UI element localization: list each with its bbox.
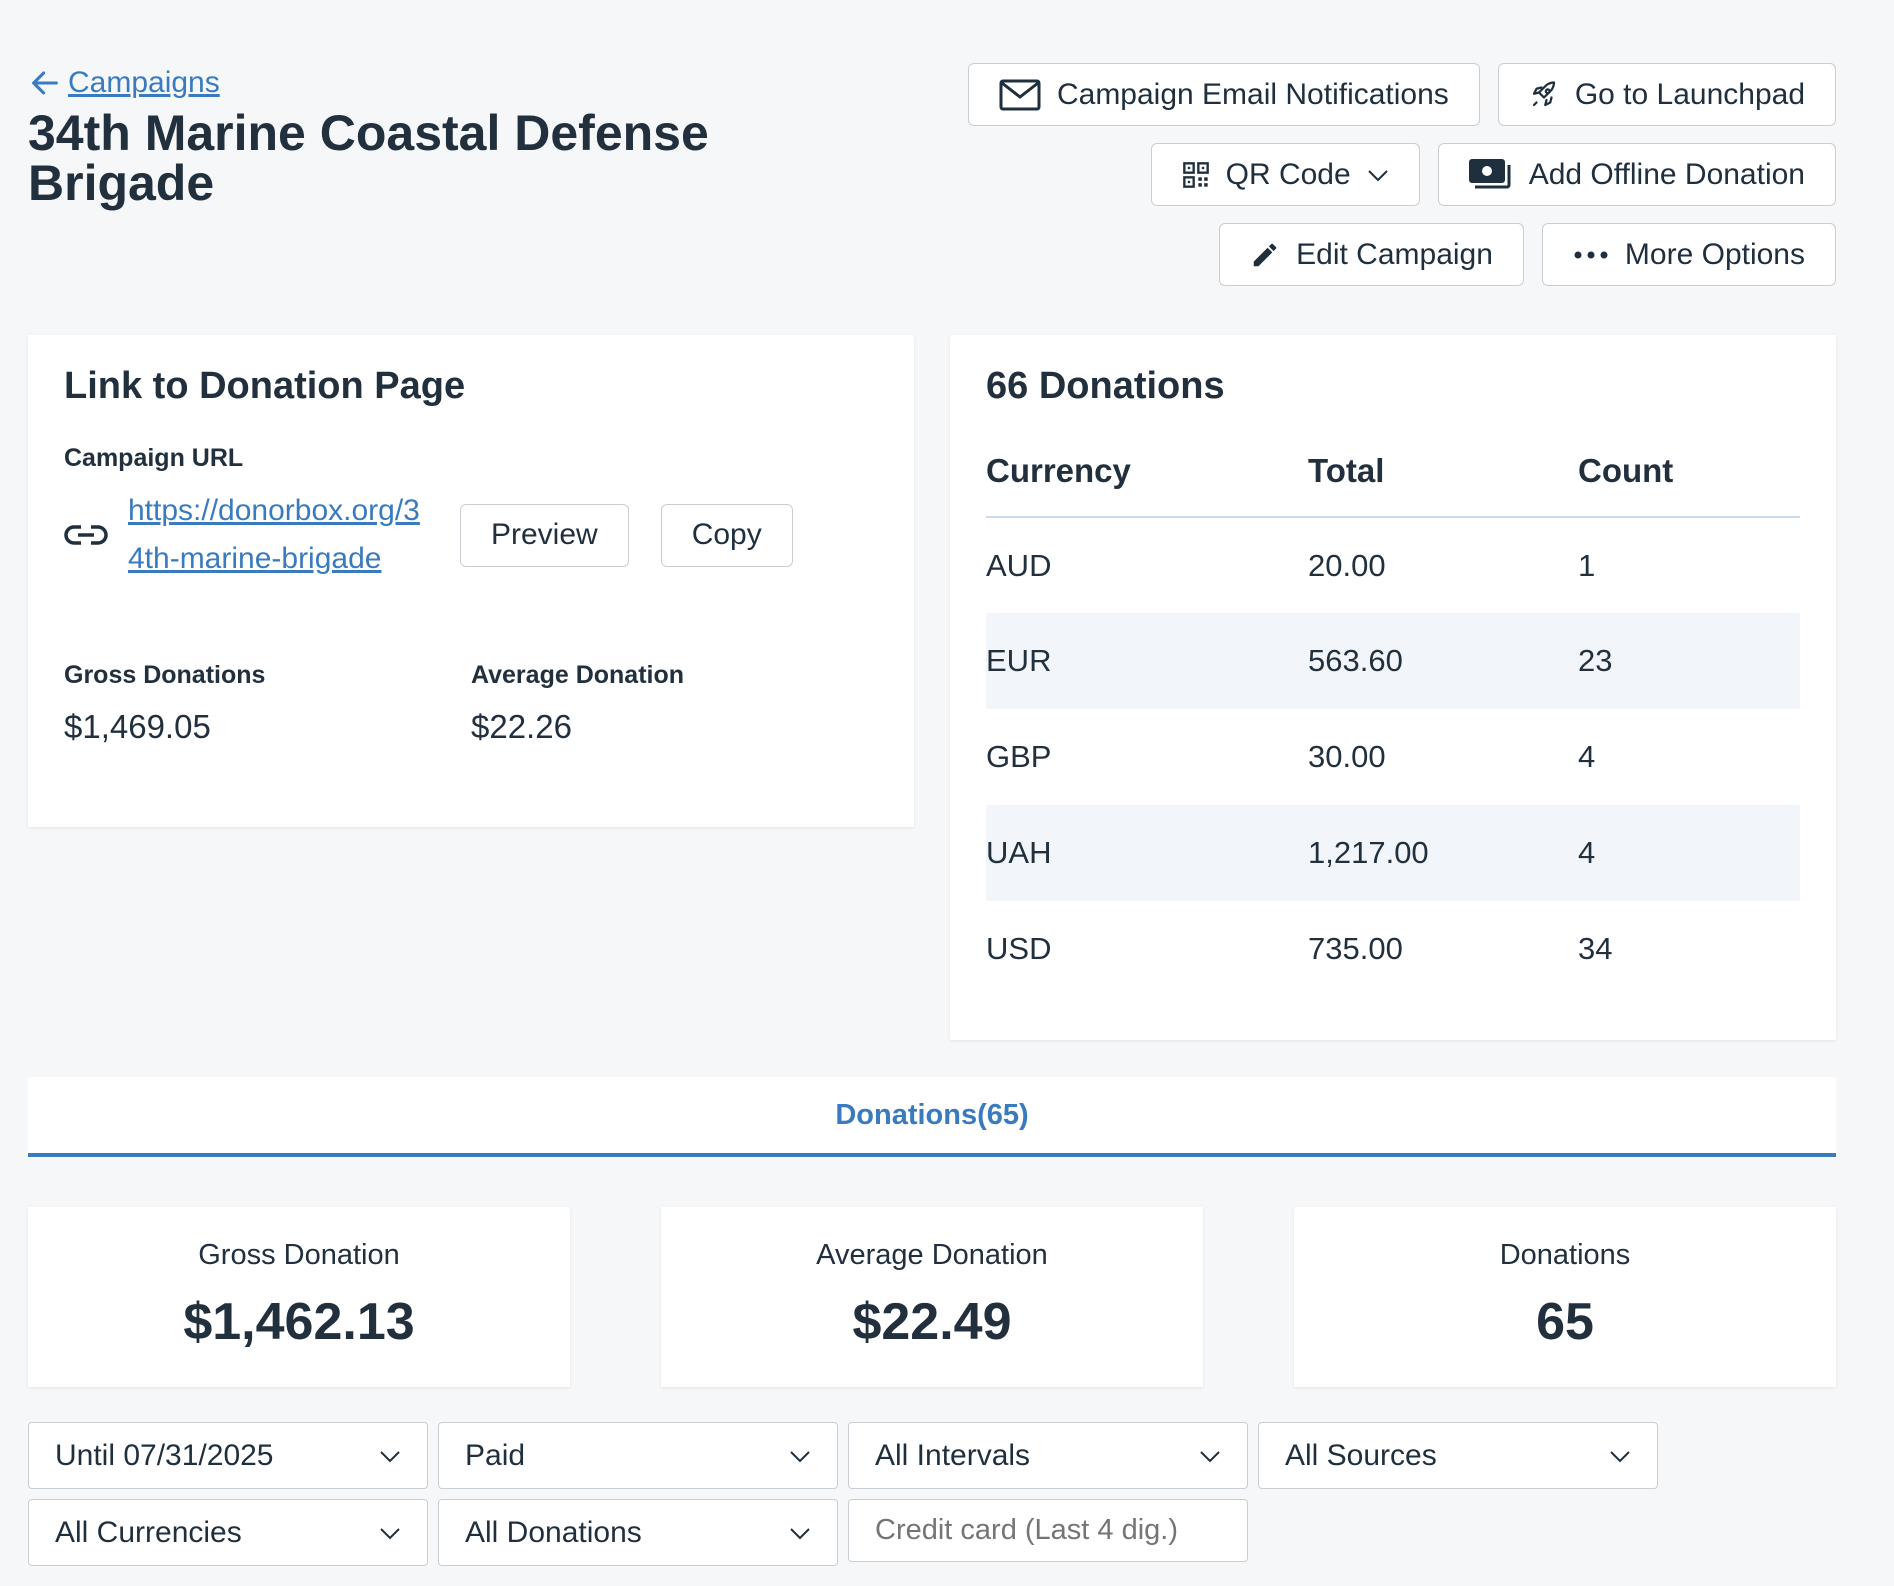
gross-donations-value: $1,469.05 (64, 708, 211, 745)
arrow-left-icon (32, 71, 58, 95)
edit-campaign-button[interactable]: Edit Campaign (1219, 223, 1524, 286)
envelope-icon (999, 79, 1041, 110)
page-title: 34th Marine Coastal Defense Brigade (28, 105, 709, 211)
preview-button[interactable]: Preview (460, 503, 629, 567)
currency-cell: GBP (986, 739, 1052, 774)
donations-by-currency-card: 66 Donations Currency Total Count AUD 20… (950, 335, 1836, 1040)
average-donation-label: Average Donation (471, 661, 685, 689)
launchpad-button[interactable]: Go to Launchpad (1497, 63, 1836, 126)
count-cell: 1 (1578, 547, 1596, 583)
chevron-down-icon (790, 1527, 810, 1539)
email-notifications-label: Campaign Email Notifications (1056, 77, 1449, 111)
total-cell: 30.00 (1308, 739, 1386, 774)
edit-campaign-label: Edit Campaign (1296, 237, 1493, 271)
qr-code-dropdown[interactable]: QR Code (1150, 143, 1420, 206)
column-header: Total (1308, 452, 1578, 518)
interval-filter-value: All Intervals (875, 1438, 1031, 1472)
qr-code-label: QR Code (1225, 157, 1351, 191)
donation-type-filter-value: All Donations (465, 1515, 642, 1549)
ellipsis-icon (1574, 251, 1608, 258)
gross-donation-summary: Gross Donation $1,462.13 (28, 1207, 570, 1387)
campaign-url-row: https://donorbox.org/34th-marine-brigade… (64, 487, 878, 583)
email-notifications-button[interactable]: Campaign Email Notifications (967, 63, 1480, 126)
add-offline-donation-label: Add Offline Donation (1528, 157, 1805, 191)
donation-filters: Until 07/31/2025 Paid All Intervals All … (28, 1422, 1668, 1576)
campaign-url-label: Campaign URL (64, 444, 244, 472)
currency-cell: UAH (986, 805, 1308, 901)
source-filter-value: All Sources (1285, 1438, 1437, 1472)
date-filter-value: Until 07/31/2025 (55, 1438, 274, 1472)
chevron-down-icon (380, 1527, 400, 1539)
more-options-label: More Options (1624, 237, 1805, 271)
link-icon (64, 525, 108, 545)
table-row: UAH 1,217.00 4 (986, 805, 1800, 901)
launchpad-label: Go to Launchpad (1574, 77, 1805, 111)
summary-value: $22.49 (852, 1293, 1012, 1351)
pencil-icon (1253, 243, 1277, 266)
currency-filter[interactable]: All Currencies (28, 1499, 428, 1566)
table-row: GBP 30.00 4 (986, 709, 1800, 805)
interval-filter[interactable]: All Intervals (848, 1422, 1248, 1489)
count-cell: 4 (1578, 805, 1800, 901)
rocket-icon (1532, 80, 1555, 106)
summary-label: Average Donation (816, 1239, 1048, 1271)
credit-card-search-input[interactable] (848, 1499, 1248, 1562)
cash-icon (1468, 158, 1511, 188)
count-cell: 4 (1578, 739, 1596, 774)
donations-count-summary: Donations 65 (1294, 1207, 1836, 1387)
currency-cell: AUD (986, 547, 1052, 583)
average-donation-value: $22.26 (471, 708, 572, 745)
column-header: Currency (986, 452, 1308, 518)
link-stats: Gross Donations $1,469.05 Average Donati… (64, 661, 878, 746)
chevron-down-icon (1610, 1450, 1630, 1462)
count-cell: 34 (1578, 931, 1613, 966)
back-link-label: Campaigns (68, 66, 220, 99)
average-donation-summary: Average Donation $22.49 (661, 1207, 1203, 1387)
chevron-down-icon (1367, 169, 1388, 181)
table-row: EUR 563.60 23 (986, 613, 1800, 709)
donation-link-card: Link to Donation Page Campaign URL https… (28, 335, 914, 827)
campaign-url-link[interactable]: https://donorbox.org/34th-marine-brigade (128, 494, 420, 575)
chevron-down-icon (1200, 1450, 1220, 1462)
donations-count-title: 66 Donations (986, 365, 1225, 407)
add-offline-donation-button[interactable]: Add Offline Donation (1437, 143, 1836, 206)
source-filter[interactable]: All Sources (1258, 1422, 1658, 1489)
copy-button[interactable]: Copy (660, 503, 793, 567)
currency-filter-value: All Currencies (55, 1515, 242, 1549)
table-row: USD 735.00 34 (986, 901, 1800, 997)
back-link[interactable]: Campaigns (28, 66, 748, 100)
total-cell: 20.00 (1308, 547, 1386, 583)
summary-label: Gross Donation (198, 1239, 400, 1271)
status-filter-value: Paid (465, 1438, 526, 1472)
card-title: Link to Donation Page (64, 365, 466, 407)
currency-table: Currency Total Count AUD 20.00 1 EUR 563… (986, 452, 1800, 997)
donation-type-filter[interactable]: All Donations (438, 1499, 838, 1566)
status-filter[interactable]: Paid (438, 1422, 838, 1489)
header: Campaigns 34th Marine Coastal Defense Br… (28, 66, 748, 208)
currency-cell: USD (986, 931, 1052, 966)
total-cell: 1,217.00 (1308, 805, 1578, 901)
total-cell: 735.00 (1308, 931, 1403, 966)
header-actions: Campaign Email Notifications Go to Launc… (967, 63, 1836, 286)
more-options-button[interactable]: More Options (1541, 223, 1836, 286)
chevron-down-icon (380, 1450, 400, 1462)
qr-code-icon (1182, 161, 1209, 188)
tab-bar: Donations(65) (28, 1077, 1836, 1157)
summary-label: Donations (1499, 1239, 1631, 1271)
chevron-down-icon (790, 1450, 810, 1462)
table-row: AUD 20.00 1 (986, 517, 1800, 613)
column-header: Count (1578, 452, 1800, 518)
summary-value: 65 (1536, 1293, 1594, 1351)
tab-donations[interactable]: Donations(65) (835, 1098, 1029, 1131)
count-cell: 23 (1578, 613, 1800, 709)
date-filter[interactable]: Until 07/31/2025 (28, 1422, 428, 1489)
summary-value: $1,462.13 (183, 1293, 415, 1351)
gross-donations-label: Gross Donations (64, 661, 266, 689)
total-cell: 563.60 (1308, 613, 1578, 709)
currency-cell: EUR (986, 613, 1308, 709)
